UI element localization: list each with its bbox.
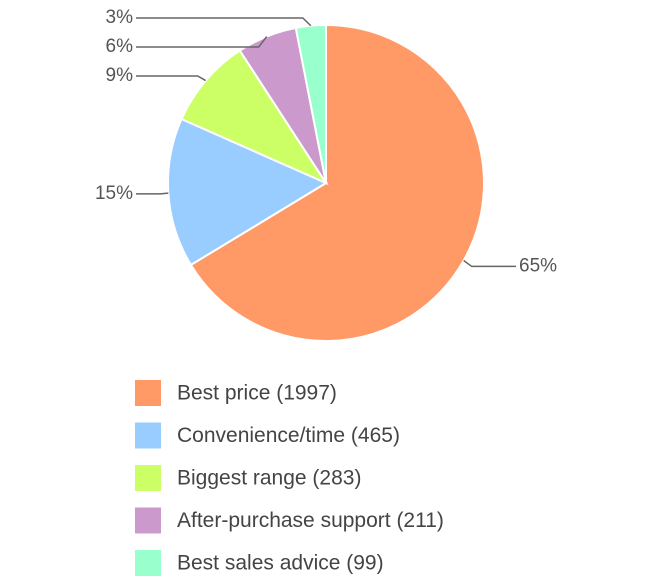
slice-label: 9% xyxy=(106,65,134,86)
legend-swatch xyxy=(135,550,161,576)
pie-slice xyxy=(180,49,329,186)
legend-swatch xyxy=(135,380,161,406)
legend-label: Biggest range (283) xyxy=(177,467,361,490)
slice-label: 3% xyxy=(106,7,134,28)
pie-slice xyxy=(189,23,485,342)
legend-swatch xyxy=(135,422,161,449)
pie-slice xyxy=(294,23,327,184)
legend-label: Best sales advice (99) xyxy=(177,552,384,575)
legend-label: Convenience/time (465) xyxy=(177,424,400,447)
leader-line xyxy=(136,192,169,195)
pie-slice xyxy=(167,117,329,267)
leader-line xyxy=(136,36,268,48)
leader-line xyxy=(463,259,516,268)
leader-line xyxy=(136,75,207,82)
legend-swatch xyxy=(135,507,161,534)
leader-line xyxy=(136,17,312,27)
legend-label: After-purchase support (211) xyxy=(177,509,444,532)
legend-swatch xyxy=(135,465,161,491)
slice-label: 65% xyxy=(519,255,557,276)
legend-label: Best price (1997) xyxy=(177,382,337,405)
slice-label: 6% xyxy=(106,36,134,57)
slice-label: 15% xyxy=(95,183,133,204)
